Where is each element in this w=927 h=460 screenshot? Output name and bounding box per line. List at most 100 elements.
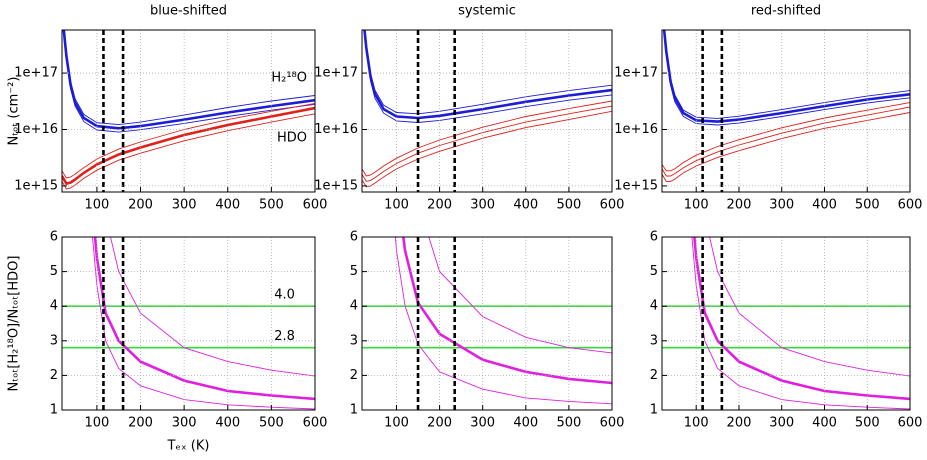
y-tick-label: 1e+16 [14, 122, 58, 137]
series-line [662, 112, 910, 182]
y-tick-label: 1e+16 [614, 122, 658, 137]
panel-title: blue-shifted [150, 4, 227, 19]
x-tick-label: 600 [303, 198, 328, 213]
y-tick-label: 1e+15 [614, 178, 658, 193]
plot-area [62, 237, 315, 410]
x-tick-label: 500 [556, 198, 581, 213]
y-tick-label: 1e+15 [14, 178, 58, 193]
x-tick-label: 500 [259, 416, 284, 431]
y-tick-label: 5 [350, 264, 358, 279]
y-tick-label: 3 [650, 333, 658, 348]
x-tick-label: 400 [513, 416, 538, 431]
x-tick-label: 500 [259, 198, 284, 213]
x-tick-label: 100 [84, 198, 109, 213]
x-tick-label: 200 [727, 416, 752, 431]
plot-frame [661, 29, 911, 193]
x-tick-label: 300 [769, 198, 794, 213]
series-line [93, 237, 315, 401]
series-line [691, 237, 910, 410]
y-tick-label: 6 [350, 230, 358, 245]
series-line [363, 30, 612, 123]
plot-area [362, 237, 612, 410]
y-axis-label: Nₜₒₜ (cm⁻²) [7, 77, 22, 146]
y-tick-label: 4 [50, 299, 58, 314]
x-tick-label: 100 [384, 198, 409, 213]
y-tick-label: 6 [650, 230, 658, 245]
series-line [362, 100, 612, 177]
threshold-label: 2.8 [274, 329, 295, 344]
y-tick-label: 1e+17 [314, 66, 358, 81]
series-line [363, 30, 612, 120]
y-tick-label: 2 [50, 368, 58, 383]
series-line [62, 30, 315, 133]
series-line [364, 30, 612, 115]
x-tick-label: 300 [172, 198, 197, 213]
x-tick-label: 200 [128, 198, 153, 213]
y-tick-label: 2 [350, 368, 358, 383]
x-tick-label: 200 [727, 198, 752, 213]
series-line [664, 30, 910, 119]
x-tick-label: 300 [470, 198, 495, 213]
plot-area [662, 30, 910, 192]
series-line [663, 30, 910, 126]
x-tick-label: 600 [898, 198, 923, 213]
x-tick-label: 400 [812, 416, 837, 431]
x-tick-label: 500 [855, 198, 880, 213]
x-tick-label: 100 [684, 416, 709, 431]
y-tick-label: 1 [350, 403, 358, 418]
y-tick-label: 5 [50, 264, 58, 279]
series-line [709, 237, 910, 377]
y-tick-label: 4 [350, 299, 358, 314]
x-tick-label: 400 [215, 416, 240, 431]
series-line [662, 106, 910, 177]
series-label: H₂¹⁸O [271, 71, 307, 86]
y-tick-label: 5 [650, 264, 658, 279]
y-tick-label: 4 [650, 299, 658, 314]
x-tick-label: 500 [855, 416, 880, 431]
series-line [362, 105, 612, 182]
panel-title: systemic [458, 4, 516, 19]
y-tick-label: 2 [650, 368, 658, 383]
y-axis-label: Nₜₒₜ[H₂¹⁸O]/Nₜₒₜ[HDO] [7, 256, 22, 392]
y-tick-label: 1e+15 [314, 178, 358, 193]
plot-area [362, 30, 612, 192]
y-tick-label: 1 [50, 403, 58, 418]
x-tick-label: 600 [303, 416, 328, 431]
y-tick-label: 1 [650, 403, 658, 418]
y-tick-label: 1e+16 [314, 122, 358, 137]
x-axis-label: Tₑₓ (K) [167, 439, 210, 454]
x-tick-label: 300 [470, 416, 495, 431]
series-line [62, 30, 315, 130]
series-line [110, 237, 315, 377]
x-tick-label: 600 [898, 416, 923, 431]
plot-frame [361, 236, 613, 411]
plot-frame [61, 236, 316, 411]
series-line [362, 110, 612, 188]
series-line [62, 113, 315, 190]
plot-area [662, 237, 910, 410]
panel-title: red-shifted [751, 4, 821, 19]
x-tick-label: 500 [556, 416, 581, 431]
x-tick-label: 600 [600, 416, 625, 431]
y-tick-label: 1e+17 [614, 66, 658, 81]
series-line [401, 237, 612, 385]
plot-area [62, 30, 315, 192]
x-tick-label: 300 [769, 416, 794, 431]
series-line [662, 102, 910, 172]
series-label: HDO [277, 131, 307, 146]
x-tick-label: 100 [684, 198, 709, 213]
series-line [62, 102, 315, 179]
x-tick-label: 400 [513, 198, 538, 213]
x-tick-label: 400 [812, 198, 837, 213]
series-line [63, 30, 315, 126]
x-tick-label: 100 [384, 416, 409, 431]
x-tick-label: 200 [128, 416, 153, 431]
series-line [428, 237, 612, 354]
x-tick-label: 200 [427, 198, 452, 213]
series-line [662, 30, 910, 123]
x-tick-label: 300 [172, 416, 197, 431]
y-tick-label: 6 [50, 230, 58, 245]
y-tick-label: 3 [50, 333, 58, 348]
x-tick-label: 200 [427, 416, 452, 431]
threshold-label: 4.0 [274, 288, 295, 303]
